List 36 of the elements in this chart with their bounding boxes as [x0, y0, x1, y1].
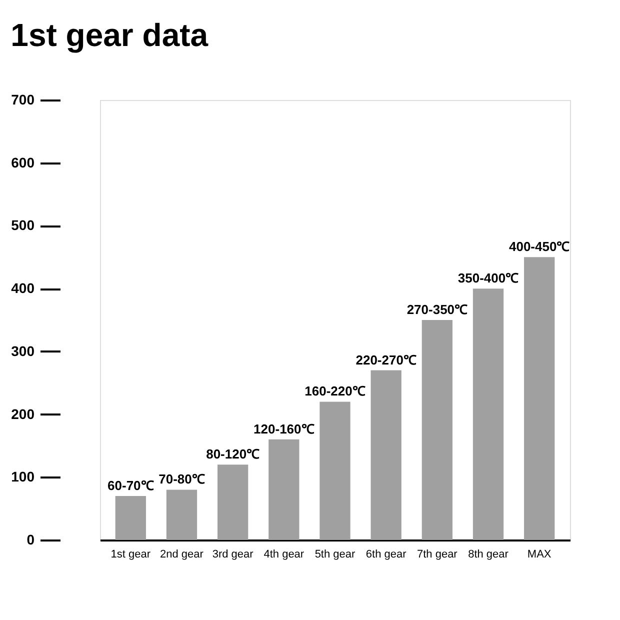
bar: [166, 490, 198, 540]
y-tick-label: 200: [11, 406, 35, 422]
bar: [115, 496, 146, 540]
y-tick-label: 400: [11, 280, 35, 296]
x-tick-label: MAX: [527, 548, 552, 560]
y-tick-label: 500: [11, 217, 35, 234]
x-tick-label: 3rd gear: [212, 548, 254, 560]
y-tick-label: 600: [11, 154, 35, 170]
data-label: 400-450℃: [508, 239, 570, 254]
bar: [370, 370, 402, 540]
bar: [472, 288, 504, 540]
data-label: 60-70℃: [108, 478, 154, 493]
chart-title: 1st gear data: [10, 17, 208, 53]
bar: [524, 257, 555, 540]
data-label: 220-270℃: [356, 352, 416, 368]
bar: [422, 320, 452, 540]
x-tick-label: 7th gear: [416, 548, 458, 560]
data-label: 350-400℃: [458, 270, 519, 286]
x-tick-label: 8th gear: [468, 548, 509, 560]
x-tick-label: 1st gear: [110, 548, 151, 560]
bar: [268, 439, 300, 540]
data-label: 120-160℃: [254, 421, 314, 436]
y-tick-label: 100: [11, 468, 35, 485]
y-tick-label: 300: [11, 342, 35, 359]
data-label: 270-350℃: [406, 302, 468, 317]
x-tick-label: 2nd gear: [160, 548, 204, 560]
x-tick-label: 5th gear: [314, 548, 356, 560]
x-tick-label: 4th gear: [264, 548, 304, 560]
bar: [320, 402, 350, 540]
x-tick-label: 6th gear: [366, 548, 407, 560]
y-tick-label: 700: [11, 92, 35, 108]
data-label: 70-80℃: [158, 472, 205, 487]
bar: [218, 464, 248, 540]
data-label: 160-220℃: [304, 384, 366, 399]
y-tick-label: 0: [26, 532, 35, 548]
data-label: 80-120℃: [206, 446, 260, 462]
